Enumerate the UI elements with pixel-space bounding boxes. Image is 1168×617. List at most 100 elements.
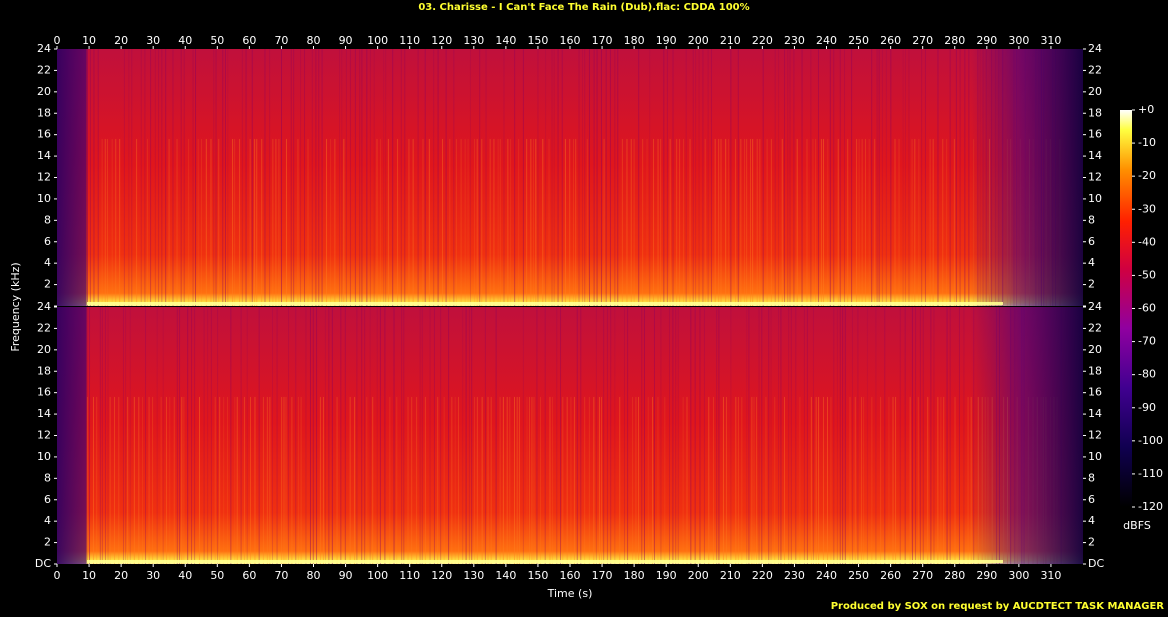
x-tick-label: 20 [114, 569, 128, 582]
x-tick-label: 160 [560, 569, 581, 582]
y-tick-label: 18 [1088, 364, 1102, 377]
x-tick-label: 10 [82, 34, 96, 47]
y-tick-label: 16 [37, 386, 51, 399]
y-tick-label: 4 [1088, 514, 1095, 527]
x-tick-label: 100 [367, 569, 388, 582]
colorbar-tick-label: +0 [1138, 103, 1154, 116]
x-tick-label: 310 [1040, 34, 1061, 47]
y-tick-label: 20 [37, 85, 51, 98]
y-tick-label: 18 [37, 364, 51, 377]
y-tick-label: 6 [1088, 235, 1095, 248]
colorbar-tick-label: -80 [1138, 368, 1156, 381]
x-tick-label: 120 [431, 569, 452, 582]
x-tick-label: 160 [560, 34, 581, 47]
y-tick-label: 12 [1088, 429, 1102, 442]
colorbar-tick-label: -70 [1138, 335, 1156, 348]
x-tick-label: 130 [463, 34, 484, 47]
colorbar-tick-label: -90 [1138, 401, 1156, 414]
y-tick-label: 14 [37, 149, 51, 162]
y-tick-label: 20 [1088, 343, 1102, 356]
y-tick-label: 12 [37, 171, 51, 184]
x-tick-label: 10 [82, 569, 96, 582]
footer: Produced by SOX on request by AUCDTECT T… [831, 601, 1165, 612]
x-tick-label: 0 [54, 569, 61, 582]
y-tick-label: 16 [1088, 128, 1102, 141]
colorbar-tick-label: -60 [1138, 302, 1156, 315]
x-tick-label: 90 [339, 569, 353, 582]
x-tick-label: 300 [1008, 34, 1029, 47]
y-tick-label: 4 [44, 514, 51, 527]
x-tick-label: 270 [912, 34, 933, 47]
x-tick-label: 60 [242, 34, 256, 47]
y-tick-label: 10 [1088, 192, 1102, 205]
y-tick-label: 2 [44, 536, 51, 549]
colorbar-tick-label: -20 [1138, 169, 1156, 182]
x-tick-label: 30 [146, 569, 160, 582]
x-tick-label: 170 [592, 569, 613, 582]
x-tick-label: 310 [1040, 569, 1061, 582]
x-tick-label: 230 [784, 34, 805, 47]
x-tick-label: 140 [495, 569, 516, 582]
x-axis-label: Time (s) [547, 587, 593, 600]
spectrogram-low [87, 560, 1003, 563]
y-tick-label: 22 [1088, 63, 1102, 76]
x-tick-label: 260 [880, 34, 901, 47]
x-tick-label: 240 [816, 569, 837, 582]
x-tick-label: 130 [463, 569, 484, 582]
x-tick-label: 20 [114, 34, 128, 47]
spectrogram-fade [57, 307, 1083, 564]
spectrogram-fade [57, 49, 1083, 306]
y-tick-label: 2 [1088, 278, 1095, 291]
y-tick-label: 8 [44, 213, 51, 226]
y-tick-label: 18 [1088, 106, 1102, 119]
y-tick-label: DC [1088, 557, 1104, 570]
spectrogram-low [87, 302, 1003, 305]
x-tick-label: 50 [210, 569, 224, 582]
colorbar-tick-label: -40 [1138, 235, 1156, 248]
x-tick-label: 70 [274, 569, 288, 582]
y-tick-label: 24 [37, 42, 51, 55]
x-tick-label: 230 [784, 569, 805, 582]
y-axis-label: Frequency (kHz) [9, 262, 22, 351]
x-tick-label: 140 [495, 34, 516, 47]
x-tick-label: 210 [720, 34, 741, 47]
colorbar-label: dBFS [1123, 519, 1151, 532]
x-tick-label: 200 [688, 569, 709, 582]
x-tick-label: 180 [624, 569, 645, 582]
x-tick-label: 110 [399, 569, 420, 582]
x-tick-label: 80 [307, 34, 321, 47]
colorbar-tick-label: -110 [1138, 467, 1163, 480]
y-tick-label: 20 [37, 343, 51, 356]
x-tick-label: 250 [848, 34, 869, 47]
y-tick-label: 18 [37, 106, 51, 119]
y-tick-label: 2 [1088, 536, 1095, 549]
y-tick-label: 22 [37, 321, 51, 334]
y-tick-label: 12 [37, 429, 51, 442]
colorbar-tick-label: -120 [1138, 500, 1163, 513]
y-tick-label: 8 [1088, 471, 1095, 484]
y-tick-label: 10 [37, 192, 51, 205]
x-tick-label: 220 [752, 34, 773, 47]
y-tick-label: 16 [1088, 386, 1102, 399]
x-tick-label: 240 [816, 34, 837, 47]
x-tick-label: 210 [720, 569, 741, 582]
y-tick-label: 4 [1088, 256, 1095, 269]
y-tick-label: 6 [44, 493, 51, 506]
x-tick-label: 190 [656, 34, 677, 47]
y-tick-label: 24 [1088, 300, 1102, 313]
x-tick-label: 190 [656, 569, 677, 582]
colorbar-tick-label: -100 [1138, 434, 1163, 447]
x-tick-label: 90 [339, 34, 353, 47]
x-tick-label: 280 [944, 34, 965, 47]
colorbar [1120, 110, 1132, 507]
y-tick-label: 14 [37, 407, 51, 420]
x-tick-label: 170 [592, 34, 613, 47]
y-tick-label: 20 [1088, 85, 1102, 98]
y-tick-label: DC [35, 557, 51, 570]
colorbar-tick-label: -10 [1138, 136, 1156, 149]
x-tick-label: 40 [178, 569, 192, 582]
y-tick-label: 6 [1088, 493, 1095, 506]
y-tick-label: 22 [37, 63, 51, 76]
x-tick-label: 250 [848, 569, 869, 582]
